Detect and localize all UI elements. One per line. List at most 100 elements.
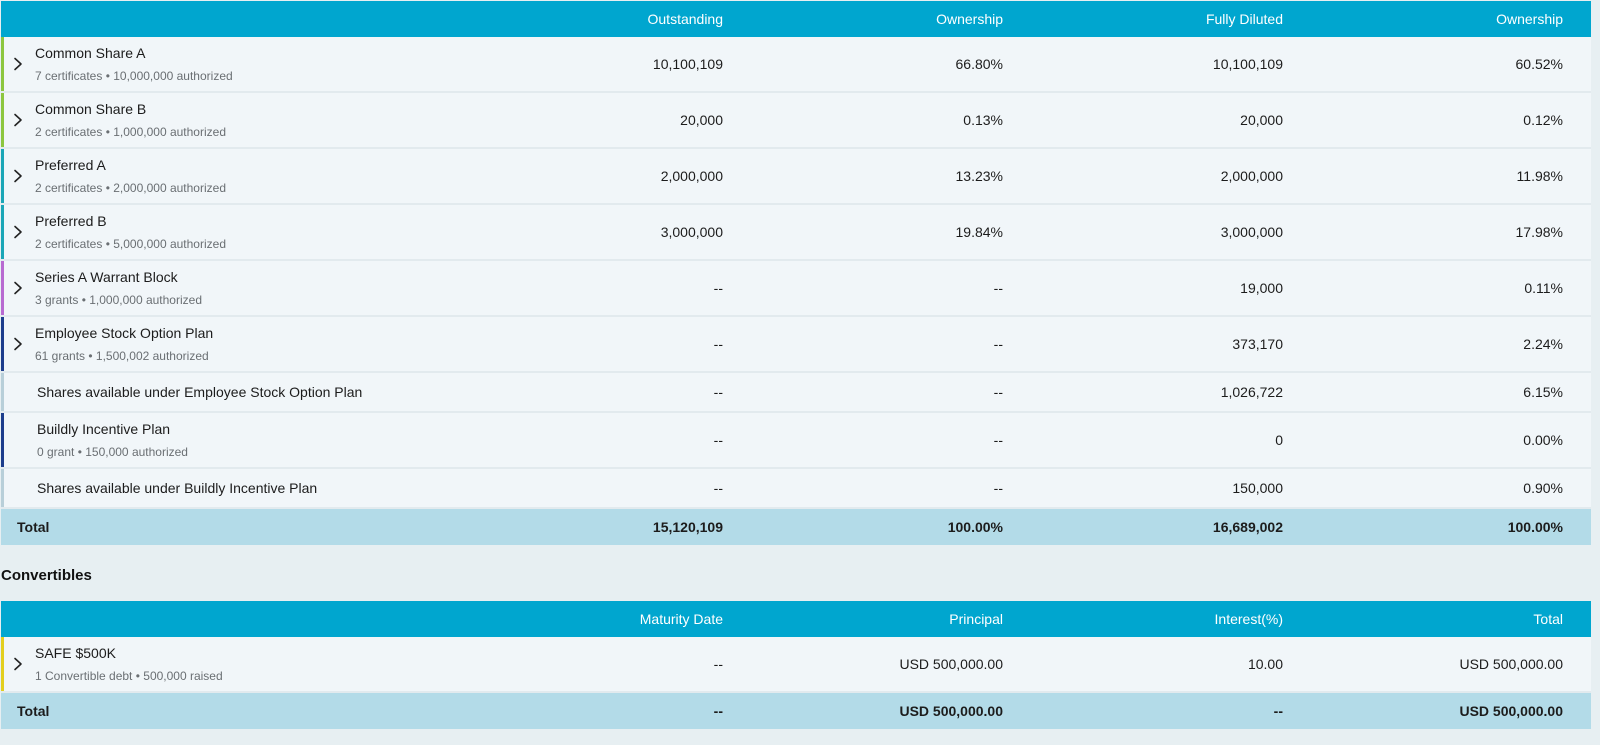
table-row[interactable]: Common Share B 2 certificates • 1,000,000… [1,93,1591,149]
row-title: Shares available under Buildly Incentive… [37,480,318,496]
header-maturity-date[interactable]: Maturity Date [639,611,723,627]
cell-maturity: -- [713,656,723,672]
row-labels: Common Share B 2 certificates • 1,000,000… [35,100,226,140]
row-color-bar [1,37,4,91]
header-total[interactable]: Total [1533,611,1563,627]
row-subtitle: 2 certificates • 5,000,000 authorized [35,237,226,251]
cell-interest: 10.00 [1247,656,1283,672]
cell-fully-diluted: 19,000 [1240,280,1283,296]
cell-outstanding: 2,000,000 [660,168,723,184]
row-name-cell: Preferred B 2 certificates • 5,000,000 au… [1,205,457,259]
cell-fully-diluted: 150,000 [1232,480,1283,496]
total-interest: -- [1273,703,1283,719]
cell-fd-ownership: 2.24% [1523,336,1563,352]
header-outstanding[interactable]: Outstanding [647,11,724,27]
row-name-cell: Preferred A 2 certificates • 2,000,000 au… [1,149,457,203]
row-title: Preferred B [35,213,107,229]
row-subtitle: 2 certificates • 2,000,000 authorized [35,181,226,195]
row-title: Common Share B [35,101,147,117]
cap-table-total-row: Total 15,120,109 100.00% 16,689,002 100.… [1,509,1591,545]
row-name-cell: Shares available under Buildly Incentive… [1,469,457,507]
row-labels: Employee Stock Option Plan 61 grants • 1,… [35,324,213,364]
total-label: Total [17,519,50,535]
chevron-right-icon[interactable] [1,93,35,147]
cell-fully-diluted: 0 [1275,432,1283,448]
cell-ownership: -- [993,480,1003,496]
table-row[interactable]: Series A Warrant Block 3 grants • 1,000,0… [1,261,1591,317]
header-ownership[interactable]: Ownership [936,11,1003,27]
total-principal: USD 500,000.00 [899,703,1003,719]
row-labels: Common Share A 7 certificates • 10,000,00… [35,44,233,84]
row-color-bar [1,469,4,507]
table-row[interactable]: Preferred A 2 certificates • 2,000,000 au… [1,149,1591,205]
chevron-right-icon[interactable] [1,637,35,691]
total-maturity: -- [713,703,723,719]
table-row: Shares available under Employee Stock Op… [1,373,1591,413]
convertibles-table-header: Maturity Date Principal Interest(%) Tota… [1,601,1591,637]
row-subtitle: 2 certificates • 1,000,000 authorized [35,125,226,139]
row-subtitle: 3 grants • 1,000,000 authorized [35,293,202,307]
cap-table-header: Outstanding Ownership Fully Diluted Owne… [1,1,1591,37]
chevron-right-icon[interactable] [1,317,35,371]
cell-fully-diluted: 1,026,722 [1220,384,1283,400]
row-indent [1,413,37,467]
cell-ownership: -- [993,336,1003,352]
row-labels: Shares available under Employee Stock Op… [37,383,362,401]
row-color-bar [1,93,4,147]
cell-outstanding: -- [713,280,723,296]
row-name-cell: Shares available under Employee Stock Op… [1,373,457,411]
cell-outstanding: -- [713,384,723,400]
cell-outstanding: -- [713,336,723,352]
cell-fully-diluted: 2,000,000 [1220,168,1283,184]
cell-fully-diluted: 3,000,000 [1220,224,1283,240]
chevron-right-icon[interactable] [1,149,35,203]
cell-outstanding: 3,000,000 [660,224,723,240]
table-row[interactable]: Preferred B 2 certificates • 5,000,000 au… [1,205,1591,261]
row-subtitle: 61 grants • 1,500,002 authorized [35,349,209,363]
cell-outstanding: 20,000 [680,112,723,128]
table-row[interactable]: Employee Stock Option Plan 61 grants • 1,… [1,317,1591,373]
cell-ownership: 19.84% [955,224,1003,240]
header-interest[interactable]: Interest(%) [1214,611,1283,627]
total-outstanding: 15,120,109 [652,519,723,535]
row-color-bar [1,413,4,467]
total-fd-ownership: 100.00% [1507,519,1563,535]
chevron-right-icon[interactable] [1,261,35,315]
row-indent [1,469,37,507]
row-labels: Series A Warrant Block 3 grants • 1,000,0… [35,268,202,308]
row-labels: SAFE $500K 1 Convertible debt • 500,000 r… [35,644,223,684]
row-title: Series A Warrant Block [35,269,178,285]
convertibles-section-title: Convertibles [1,567,92,584]
cell-fd-ownership: 0.11% [1524,280,1563,296]
row-name-cell: Series A Warrant Block 3 grants • 1,000,0… [1,261,457,315]
row-color-bar [1,317,4,371]
row-title: Common Share A [35,45,146,61]
convertibles-table: Maturity Date Principal Interest(%) Tota… [1,601,1591,729]
row-name-cell: Buildly Incentive Plan 0 grant • 150,000 … [1,413,457,467]
cell-total: USD 500,000.00 [1459,656,1563,672]
table-row: Buildly Incentive Plan 0 grant • 150,000 … [1,413,1591,469]
table-row[interactable]: SAFE $500K 1 Convertible debt • 500,000 r… [1,637,1591,693]
row-color-bar [1,205,4,259]
cell-fd-ownership: 0.00% [1523,432,1563,448]
row-color-bar [1,149,4,203]
row-title: Buildly Incentive Plan [37,421,171,437]
cell-ownership: 66.80% [955,56,1003,72]
total-fully-diluted: 16,689,002 [1212,519,1283,535]
row-title: Preferred A [35,157,106,173]
cell-fully-diluted: 10,100,109 [1212,56,1283,72]
cell-fd-ownership: 0.90% [1523,480,1563,496]
chevron-right-icon[interactable] [1,205,35,259]
header-principal[interactable]: Principal [949,611,1003,627]
row-labels: Buildly Incentive Plan 0 grant • 150,000 … [37,420,188,460]
row-subtitle: 7 certificates • 10,000,000 authorized [35,69,233,83]
header-fd-ownership[interactable]: Ownership [1496,11,1563,27]
total-label: Total [17,703,50,719]
cell-fd-ownership: 0.12% [1523,112,1563,128]
row-name-cell: Employee Stock Option Plan 61 grants • 1,… [1,317,457,371]
table-row[interactable]: Common Share A 7 certificates • 10,000,00… [1,37,1591,93]
chevron-right-icon[interactable] [1,37,35,91]
cell-fd-ownership: 6.15% [1523,384,1563,400]
header-fully-diluted[interactable]: Fully Diluted [1205,11,1283,27]
total-ownership: 100.00% [947,519,1003,535]
